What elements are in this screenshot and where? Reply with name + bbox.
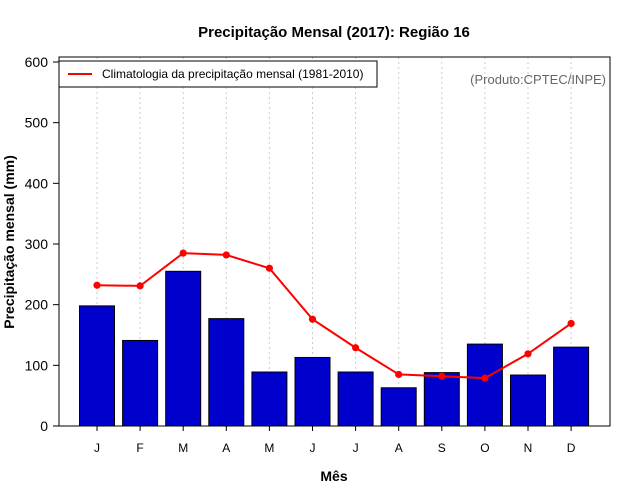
bar-7	[380, 387, 417, 427]
climatology-point-0	[93, 281, 101, 289]
x-tick-label: J	[353, 441, 359, 455]
x-tick-label: F	[136, 441, 143, 455]
bar-3	[208, 318, 245, 427]
climatology-point-5	[308, 315, 317, 323]
climatology-point-4	[265, 264, 273, 272]
source-annotation: (Produto:CPTEC/INPE)	[470, 72, 606, 87]
y-tick-label: 600	[25, 54, 49, 70]
climatology-point-6	[352, 344, 360, 352]
y-axis-title: Precipitação mensal (mm)	[1, 155, 17, 329]
x-tick-label: J	[94, 441, 100, 455]
y-tick-label: 200	[25, 297, 49, 313]
climatology-point-8	[438, 372, 446, 380]
y-tick-label: 100	[25, 357, 49, 373]
climatology-point-3	[222, 251, 230, 259]
x-tick-label: D	[567, 441, 576, 455]
climatology-point-7	[395, 370, 403, 379]
x-tick-label: N	[524, 441, 533, 455]
chart-title: Precipitação Mensal (2017): Região 16	[198, 24, 470, 41]
bar-2	[165, 270, 202, 427]
y-tick-label: 400	[25, 175, 49, 191]
x-tick-label: A	[395, 441, 403, 455]
legend-entry-climatology: Climatologia da precipitação mensal (198…	[102, 67, 363, 81]
bar-8	[423, 372, 460, 427]
climatology-line	[96, 252, 572, 380]
x-axis-title: Mês	[320, 468, 347, 484]
climatology-point-10	[524, 350, 532, 358]
bar-9	[466, 343, 503, 427]
legend-box	[58, 60, 378, 88]
bar-5	[294, 356, 331, 427]
y-tick-label: 500	[25, 115, 49, 131]
x-tick-label: J	[310, 441, 316, 455]
climatology-point-1	[136, 282, 144, 290]
x-tick-label: M	[178, 441, 188, 455]
bar-10	[510, 374, 546, 427]
y-tick-label: 300	[25, 236, 49, 252]
climatology-point-9	[481, 374, 489, 382]
x-tick-label: O	[480, 441, 489, 455]
bar-6	[337, 371, 374, 427]
legend: Climatologia da precipitação mensal (198…	[58, 60, 378, 88]
bars-layer	[79, 270, 590, 427]
bar-1	[122, 339, 159, 427]
x-tick-label: S	[438, 441, 446, 455]
y-tick-label: 0	[40, 418, 48, 434]
y-axis: 0 100 200 300 400 500 600	[25, 54, 59, 434]
bar-11	[553, 346, 590, 427]
climatology-point-2	[179, 249, 187, 257]
x-tick-label: M	[264, 441, 274, 455]
bar-0	[79, 305, 115, 427]
grid-layer	[96, 57, 572, 426]
climatology-point-11	[567, 319, 575, 328]
plot-frame	[58, 56, 611, 427]
x-tick-label: A	[222, 441, 230, 455]
line-layer	[93, 249, 575, 382]
bar-4	[251, 371, 288, 427]
